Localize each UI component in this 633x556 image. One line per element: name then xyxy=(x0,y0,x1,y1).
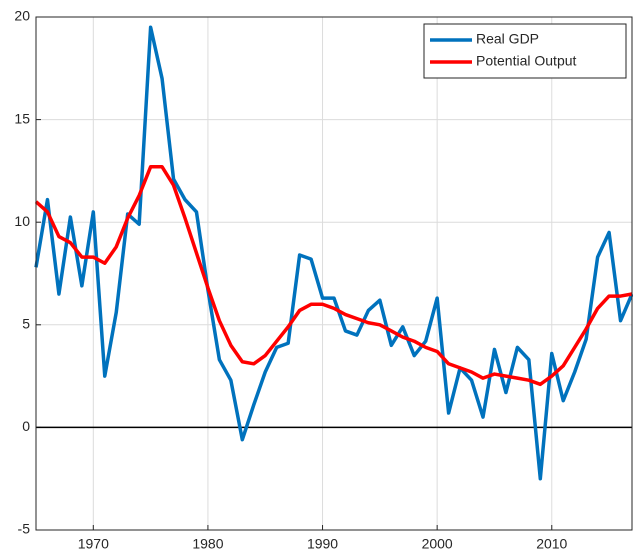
y-tick-label: 20 xyxy=(14,8,30,24)
x-tick-label: 1990 xyxy=(307,536,338,552)
plot-area xyxy=(36,17,632,530)
legend-label: Real GDP xyxy=(476,31,539,47)
y-tick-label: 0 xyxy=(22,418,30,434)
y-tick-label: 5 xyxy=(22,316,30,332)
y-tick-label: 15 xyxy=(14,110,30,126)
x-tick-label: 1970 xyxy=(78,536,109,552)
x-tick-label: 2010 xyxy=(536,536,567,552)
y-tick-label: -5 xyxy=(18,521,31,537)
x-tick-label: 1980 xyxy=(192,536,223,552)
legend-box xyxy=(423,23,627,79)
axes-box xyxy=(35,16,633,531)
legend-label: Potential Output xyxy=(476,53,577,69)
series-line xyxy=(34,165,633,387)
series-line xyxy=(34,25,633,481)
y-tick-label: 10 xyxy=(14,213,30,229)
x-tick-label: 2000 xyxy=(422,536,453,552)
